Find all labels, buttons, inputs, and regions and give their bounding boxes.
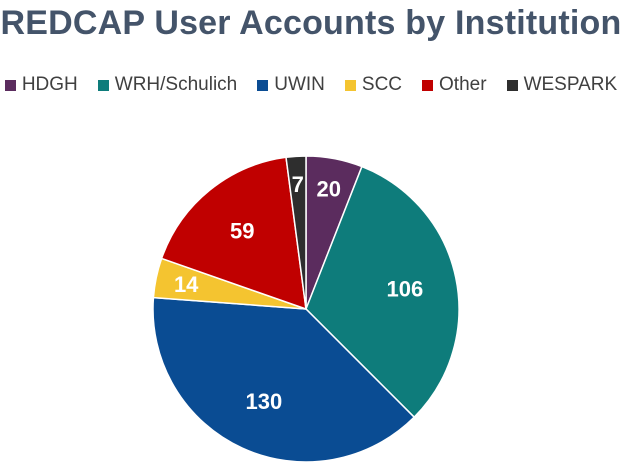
pie-slice-uwin: [152, 296, 416, 463]
pie-label-uwin: 130: [246, 389, 283, 414]
legend-swatch-scc: [344, 79, 356, 91]
pie-label-hdgh: 20: [317, 177, 341, 202]
legend-label-hdgh: HDGH: [21, 74, 78, 95]
pie-slice-wespark: [285, 155, 307, 310]
legend-label-wrh-schulich: WRH/Schulich: [114, 74, 238, 95]
legend-swatch-wrh-schulich: [97, 79, 109, 91]
legend-label-wespark: WESPARK: [523, 74, 618, 95]
pie-slice-other: [160, 156, 307, 311]
legend-label-scc: SCC: [361, 74, 403, 95]
legend-item-wrh-schulich: WRH/Schulich: [97, 74, 238, 96]
legend-label-other: Other: [439, 74, 487, 95]
legend-item-other: Other: [422, 74, 487, 96]
legend-item-hdgh: HDGH: [4, 74, 78, 96]
chart-legend: HDGH WRH/Schulich UWIN SCC Other WESPARK: [0, 74, 622, 96]
legend-item-scc: SCC: [344, 74, 403, 96]
legend-item-wespark: WESPARK: [506, 74, 618, 96]
legend-swatch-wespark: [506, 79, 518, 91]
legend-label-uwin: UWIN: [274, 74, 325, 95]
legend-item-uwin: UWIN: [257, 74, 325, 96]
legend-swatch-uwin: [257, 79, 269, 91]
chart-title: REDCAP User Accounts by Institution: [0, 4, 622, 42]
pie-label-wrh-schulich: 106: [386, 276, 423, 301]
pie-label-scc: 14: [174, 272, 199, 297]
pie-label-wespark: 7: [292, 172, 304, 197]
pie-label-other: 59: [230, 219, 254, 244]
pie-slice-wrh-schulich: [305, 165, 460, 419]
legend-swatch-other: [422, 79, 434, 91]
legend-swatch-hdgh: [4, 79, 16, 91]
